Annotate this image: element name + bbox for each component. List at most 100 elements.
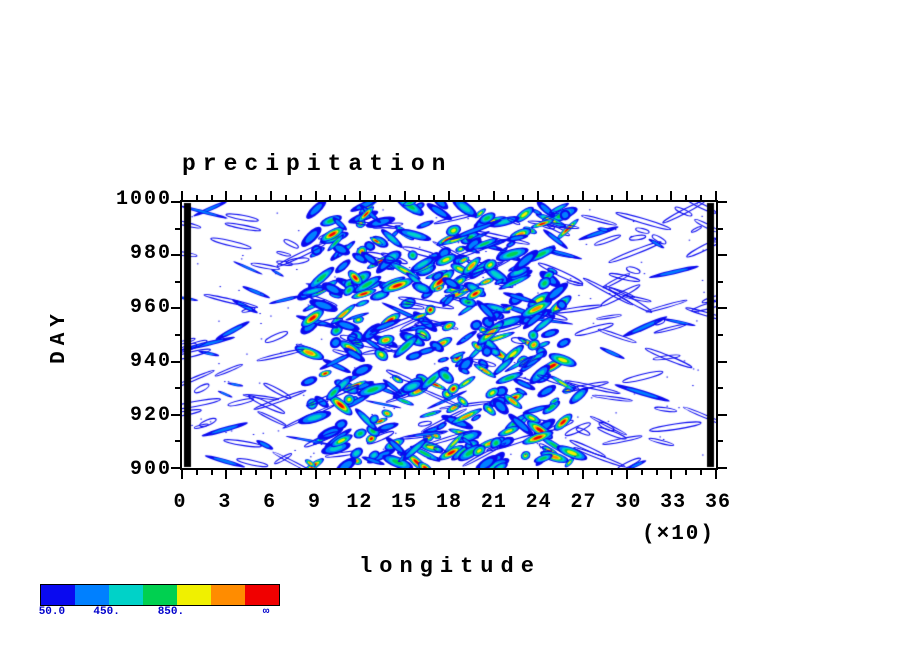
x-tick [225, 191, 228, 200]
y-tick [175, 334, 180, 336]
y-tick-label: 980 [129, 242, 172, 265]
x-axis-title: longitude [359, 554, 541, 579]
colorbar-segment [143, 585, 177, 605]
x-tick [640, 470, 643, 475]
x-tick [314, 470, 317, 479]
x-tick-label: 9 [307, 491, 321, 514]
colorbar-tick-label: 850. [157, 606, 185, 618]
x-tick [418, 195, 421, 200]
y-tick [175, 227, 180, 230]
y-tick [175, 280, 180, 283]
y-tick [718, 387, 723, 390]
y-tick [171, 360, 180, 363]
x-tick [626, 470, 628, 479]
y-tick [718, 227, 723, 230]
y-tick [175, 440, 180, 443]
x-tick [284, 470, 287, 475]
x-tick [477, 470, 480, 475]
x-tick [492, 470, 495, 479]
y-tick-label: 940 [129, 350, 172, 373]
y-tick [718, 254, 727, 257]
x-tick-label: 3 [218, 491, 232, 514]
colorbar-tick-label: 50.0 [38, 606, 66, 618]
y-tick-label: 1000 [115, 188, 172, 211]
x-tick [581, 191, 584, 200]
x-tick [344, 195, 347, 200]
colorbar-tick-label: ∞ [262, 606, 270, 618]
x-tick [581, 470, 584, 479]
x-tick [462, 470, 465, 475]
x-tick [611, 470, 614, 475]
x-tick [448, 470, 450, 479]
axis-ticks [171, 191, 727, 479]
x-tick [284, 195, 287, 200]
colorbar-segment [211, 585, 245, 605]
x-tick [462, 195, 465, 200]
x-tick [240, 470, 243, 475]
x-tick [344, 470, 347, 475]
x-tick [299, 195, 302, 200]
plot-area [171, 191, 727, 479]
x-tick [240, 195, 243, 200]
x-tick [329, 470, 332, 475]
x-tick-label: 21 [480, 491, 507, 514]
x-tick [492, 191, 495, 200]
x-tick-label: 15 [391, 491, 418, 514]
y-tick [718, 201, 727, 203]
y-tick [171, 254, 180, 257]
x-tick [536, 191, 539, 200]
x-tick [255, 195, 258, 200]
x-tick [551, 470, 554, 475]
x-tick [655, 195, 658, 200]
x-tick [715, 470, 717, 479]
colorbar-segment [245, 585, 279, 605]
y-tick [171, 307, 180, 310]
y-tick [175, 387, 180, 390]
x-tick [418, 470, 421, 475]
x-tick [181, 470, 183, 479]
x-tick-label: 27 [570, 491, 597, 514]
x-tick [507, 195, 510, 200]
x-tick [522, 195, 525, 200]
colorbar-segment [75, 585, 109, 605]
x-tick-label: 0 [173, 491, 187, 514]
x-tick [269, 470, 272, 479]
colorbar-segment [177, 585, 211, 605]
x-tick [670, 470, 673, 479]
x-axis-scale-note: (×10) [642, 523, 716, 546]
x-tick [566, 470, 569, 475]
colorbar [40, 584, 280, 606]
x-tick [700, 470, 703, 475]
x-tick [433, 470, 436, 475]
x-tick [596, 195, 599, 200]
x-tick [225, 470, 228, 479]
x-tick [596, 470, 599, 475]
x-tick [388, 195, 391, 200]
x-tick [700, 195, 703, 200]
x-tick [358, 470, 361, 479]
x-tick [403, 191, 406, 200]
x-tick [314, 191, 317, 200]
colorbar-segment [41, 585, 75, 605]
x-tick [269, 191, 272, 200]
x-tick [507, 470, 510, 475]
x-tick [433, 195, 436, 200]
y-tick [718, 307, 727, 310]
x-tick [685, 470, 688, 475]
y-tick [171, 467, 180, 469]
x-tick-label: 6 [263, 491, 277, 514]
x-tick [685, 195, 688, 200]
y-tick [718, 280, 723, 283]
x-tick-label: 18 [435, 491, 462, 514]
y-tick [718, 413, 727, 416]
x-tick [611, 195, 614, 200]
x-tick [655, 470, 658, 475]
x-tick [255, 470, 258, 475]
x-tick [551, 195, 554, 200]
x-tick [448, 191, 450, 200]
precipitation-field-canvas [182, 202, 716, 468]
y-tick [171, 201, 180, 203]
chart-title: precipitation [182, 151, 453, 177]
y-tick-label: 920 [129, 404, 172, 427]
